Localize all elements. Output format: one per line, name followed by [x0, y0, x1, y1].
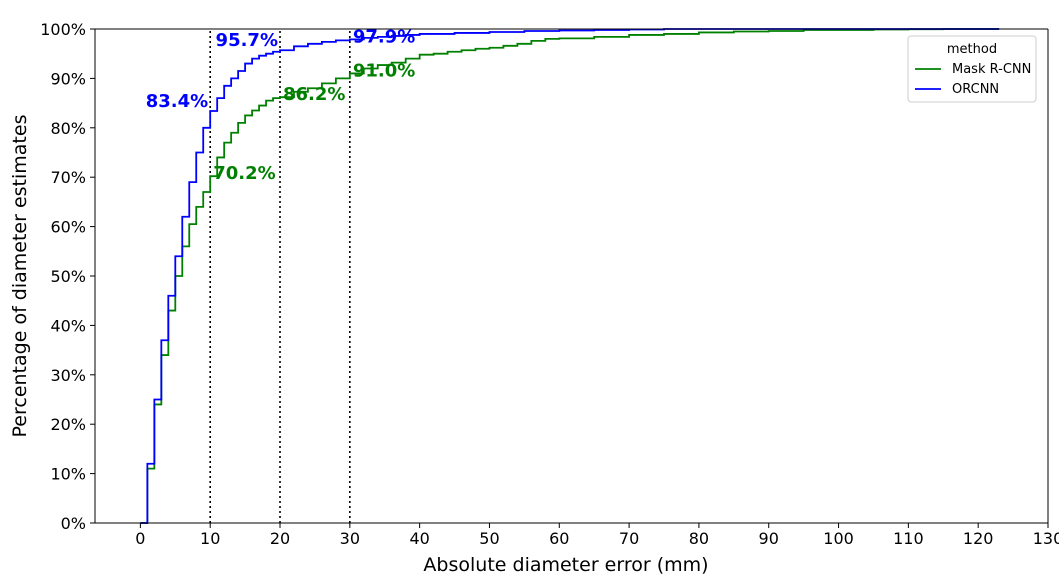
series-line-orcnn — [140, 28, 1000, 524]
y-tick-label: 60% — [50, 218, 86, 237]
data-annotation: 86.2% — [283, 84, 345, 105]
legend-box — [907, 35, 1037, 103]
x-tick-label: 20 — [270, 529, 290, 548]
y-axis-title: Percentage of diameter estimates — [9, 115, 31, 438]
data-annotation: 91.0% — [353, 60, 415, 81]
data-annotation: 70.2% — [213, 163, 275, 184]
x-tick-label: 100 — [823, 529, 854, 548]
data-annotation: 95.7% — [216, 30, 278, 51]
x-tick-label: 60 — [549, 529, 569, 548]
x-tick-label: 10 — [200, 529, 220, 548]
y-tick-label: 70% — [50, 168, 86, 187]
y-tick-label: 40% — [50, 316, 86, 335]
y-tick-label: 50% — [50, 267, 86, 286]
x-tick-label: 130 — [1033, 529, 1059, 548]
y-tick-label: 100% — [40, 20, 86, 39]
x-axis-title: Absolute diameter error (mm) — [423, 554, 708, 576]
series-line-mask-r-cnn — [140, 28, 1000, 524]
legend-label: Mask R-CNN — [952, 62, 1031, 77]
x-tick-label: 0 — [135, 529, 145, 548]
y-tick-label: 0% — [61, 514, 86, 533]
x-tick-label: 40 — [409, 529, 429, 548]
x-tick-label: 30 — [340, 529, 360, 548]
y-tick-label: 80% — [50, 119, 86, 138]
y-tick-label: 10% — [50, 465, 86, 484]
legend-title: method — [947, 42, 997, 57]
data-annotation: 83.4% — [146, 91, 208, 112]
data-annotation: 97.9% — [353, 26, 415, 47]
y-tick-label: 30% — [50, 366, 86, 385]
x-tick-label: 70 — [619, 529, 639, 548]
legend-label: ORCNN — [952, 82, 999, 97]
y-tick-label: 90% — [50, 69, 86, 88]
x-tick-label: 90 — [759, 529, 779, 548]
x-tick-label: 50 — [479, 529, 499, 548]
plot-area: 0 10 20 30 40 50 60 70 80 90 100 110 120 130 0% 10% 20% 3… — [40, 20, 1059, 548]
x-tick-label: 120 — [963, 529, 994, 548]
x-tick-label: 80 — [689, 529, 709, 548]
y-tick-label: 20% — [50, 415, 86, 434]
x-tick-label: 110 — [893, 529, 924, 548]
